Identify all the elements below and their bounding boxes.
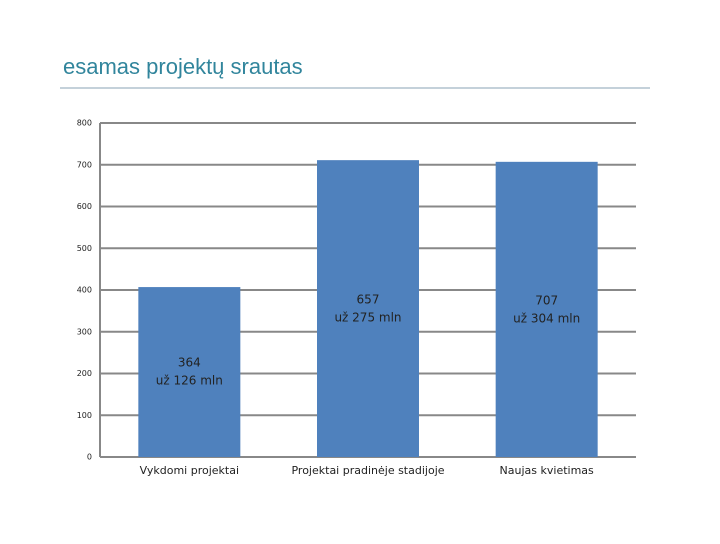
y-tick-label: 200 [77,369,92,378]
bar-annotation: 364 [178,356,201,370]
y-tick-label: 100 [77,411,92,420]
slide-title: esamas projektų srautas [63,54,303,79]
bar [138,287,241,457]
bar-annotation: 707 [535,294,558,308]
y-tick-label: 600 [77,202,92,211]
x-tick-label: Projektai pradinėje stadijoje [291,464,444,477]
bar-annotation: už 126 mln [156,374,223,388]
y-tick-label: 800 [77,119,92,128]
y-tick-label: 500 [77,244,92,253]
bar-annotation: 657 [357,293,380,307]
bar [317,160,419,457]
x-tick-label: Vykdomi projektai [140,464,239,477]
x-tick-label: Naujas kvietimas [500,464,594,477]
bar-annotation: už 275 mln [334,311,401,325]
y-tick-label: 700 [77,160,92,169]
y-tick-label: 300 [77,327,92,336]
bar [495,161,598,457]
y-tick-label: 400 [77,286,92,295]
bar-annotation: už 304 mln [513,312,580,326]
y-tick-label: 0 [87,453,92,462]
